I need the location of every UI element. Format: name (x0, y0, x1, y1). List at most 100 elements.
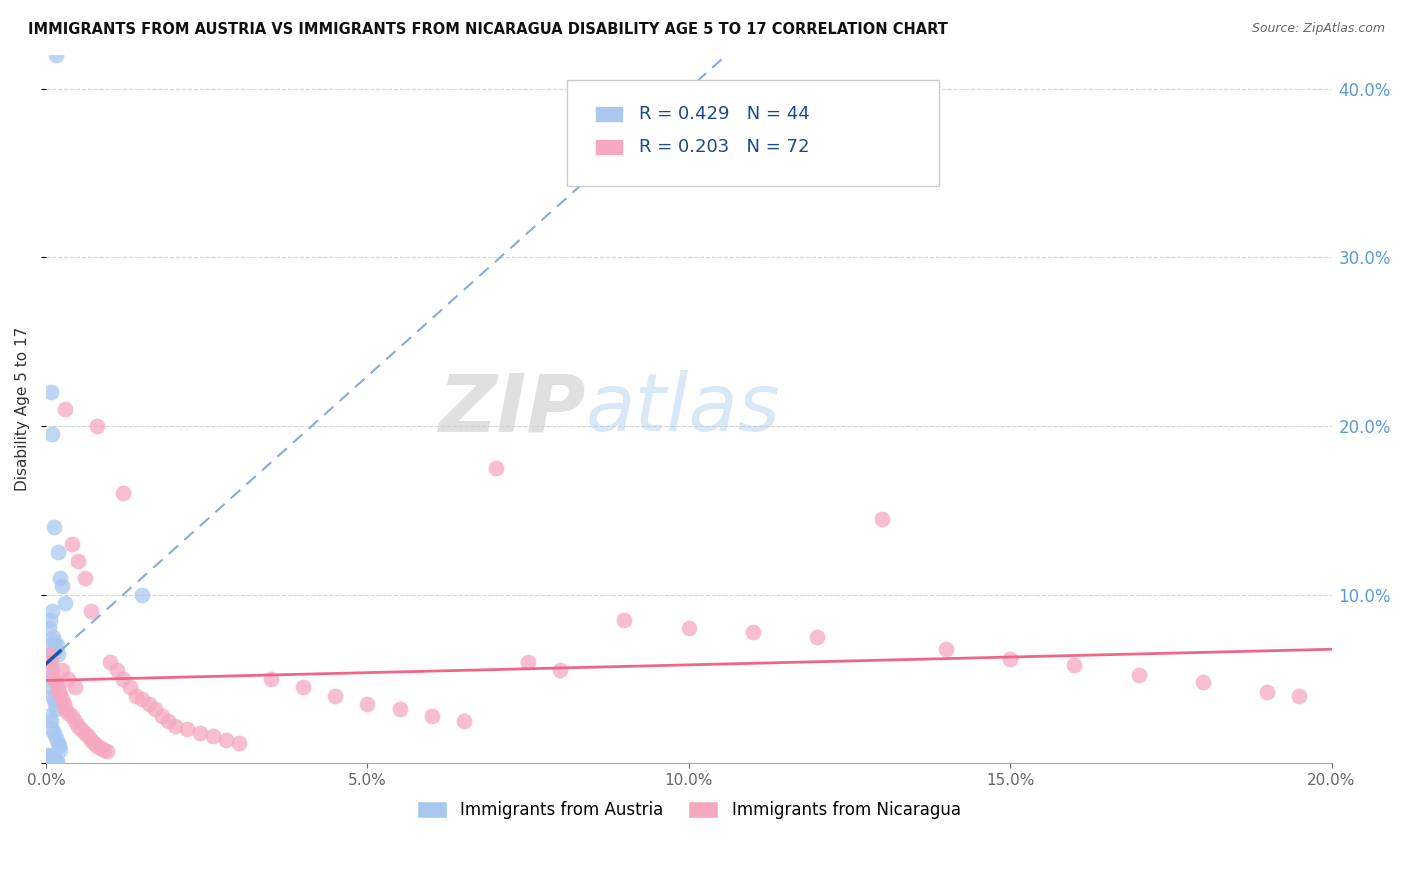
Point (131, 692, 153, 706)
Point (118, 680, 141, 694)
Point (86, 419, 108, 434)
Point (202, 729, 225, 743)
FancyBboxPatch shape (595, 106, 623, 121)
Point (41, 689, 63, 703)
Point (38, 749, 60, 764)
Point (1192, 675, 1215, 690)
Point (45, 48, 67, 62)
Point (42, 726, 65, 740)
Point (176, 723, 198, 737)
Point (548, 664, 571, 678)
Point (678, 621, 700, 635)
Text: ZIP: ZIP (439, 370, 586, 448)
Point (38, 709, 60, 723)
Point (105, 664, 128, 678)
Point (44, 697, 66, 711)
Y-axis label: Disability Age 5 to 17: Disability Age 5 to 17 (15, 327, 30, 491)
Point (112, 672, 135, 686)
Point (112, 486, 135, 500)
Point (1288, 689, 1310, 703)
Text: R = 0.203   N = 72: R = 0.203 N = 72 (638, 138, 808, 156)
Point (73, 571, 96, 585)
Legend: Immigrants from Austria, Immigrants from Nicaragua: Immigrants from Austria, Immigrants from… (411, 794, 967, 826)
Point (45, 641, 67, 656)
Point (42, 692, 65, 706)
Point (52, 697, 75, 711)
Point (70, 723, 93, 737)
FancyBboxPatch shape (567, 80, 939, 186)
Point (38, 621, 60, 635)
Point (96, 744, 118, 758)
FancyBboxPatch shape (595, 139, 623, 155)
Point (42, 520, 65, 534)
Point (1063, 658, 1085, 673)
Point (42, 630, 65, 644)
Point (260, 672, 283, 686)
Point (38, 647, 60, 661)
Point (188, 726, 211, 740)
Point (73, 726, 96, 740)
Point (1256, 685, 1278, 699)
Point (37, 655, 59, 669)
Point (63, 714, 86, 728)
Point (49, 689, 72, 703)
Point (39, 655, 62, 669)
Point (63, 680, 86, 694)
Point (45, 731, 67, 745)
Point (67, 719, 90, 733)
Point (125, 689, 148, 703)
Point (38, 664, 60, 678)
Text: Source: ZipAtlas.com: Source: ZipAtlas.com (1251, 22, 1385, 36)
Point (45, 638, 67, 652)
Point (39, 714, 62, 728)
Point (53, 402, 76, 417)
Point (44, 634, 66, 648)
Point (60, 709, 83, 723)
Point (37, 747, 59, 762)
Point (80, 732, 103, 747)
Point (38, 655, 60, 669)
Point (613, 613, 636, 627)
Point (60, 537, 83, 551)
Point (517, 655, 540, 669)
Point (44, 753, 66, 767)
Point (138, 697, 160, 711)
Point (80, 604, 103, 618)
Point (76, 729, 98, 743)
Point (806, 630, 828, 644)
Point (38, 638, 60, 652)
Text: atlas: atlas (586, 370, 780, 448)
Point (388, 702, 411, 716)
Point (45, 702, 67, 716)
Point (41, 647, 63, 661)
Point (228, 736, 250, 750)
Point (45, 755, 67, 769)
Point (39, 751, 62, 765)
Point (42, 753, 65, 767)
Point (46, 647, 69, 661)
Point (58, 672, 80, 686)
Point (42, 672, 65, 686)
Point (41, 427, 63, 442)
Point (453, 714, 475, 728)
Point (49, 742, 72, 756)
Point (157, 714, 180, 728)
Point (163, 719, 186, 733)
Point (39, 385, 62, 400)
Point (46, 680, 69, 694)
Point (143, 702, 166, 716)
Point (356, 697, 378, 711)
Point (38, 672, 60, 686)
Point (998, 651, 1021, 665)
Point (39, 680, 62, 694)
Point (292, 680, 315, 694)
Point (150, 709, 173, 723)
Point (41, 751, 63, 765)
Point (485, 461, 508, 475)
Point (131, 588, 153, 602)
Point (323, 689, 346, 703)
Point (935, 641, 957, 656)
Point (86, 739, 108, 754)
Point (45, 675, 67, 690)
Point (39, 613, 62, 627)
